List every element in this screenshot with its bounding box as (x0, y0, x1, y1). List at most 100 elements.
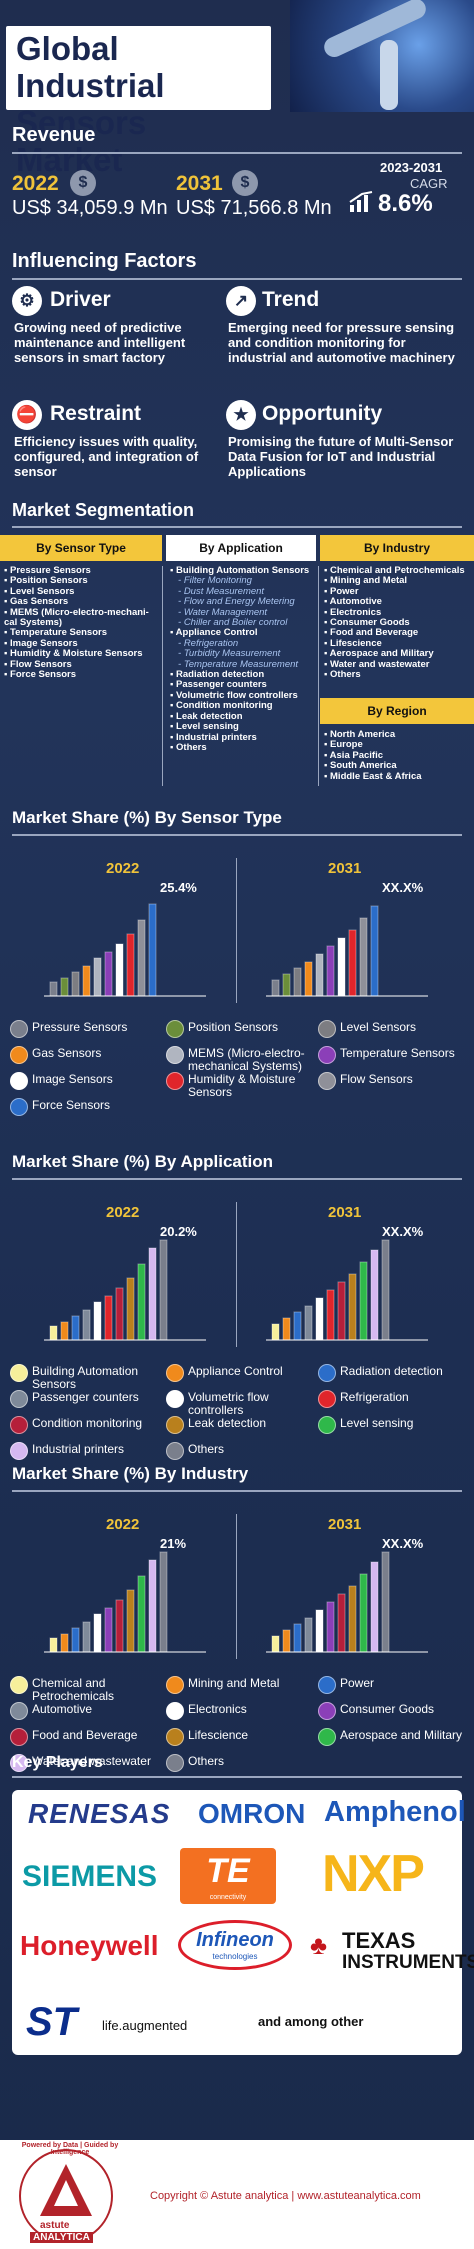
seg-head-industry: By Industry (320, 535, 474, 561)
revenue-year-2022: 2022 (12, 172, 59, 195)
legend-label: Volumetric flow controllers (188, 1390, 269, 1417)
segment-item: Turbidity Measurement (170, 648, 320, 659)
legend-swatch (318, 1390, 336, 1408)
segment-item: Filter Monitoring (170, 575, 320, 586)
chart-heading: Market Share (%) By Sensor Type (12, 808, 282, 827)
segment-item: Others (170, 742, 320, 753)
revenue-heading: Revenue (12, 124, 96, 146)
segment-item: Aerospace and Military (324, 648, 474, 659)
legend-label: Condition monitoring (32, 1416, 143, 1430)
legend-label: Flow Sensors (340, 1072, 413, 1086)
segment-item: Position Sensors (4, 575, 154, 586)
segment-item: Water Management (170, 607, 320, 618)
cagr-years: 2023-2031 (380, 160, 443, 175)
chart-bar (304, 961, 313, 997)
brand-top: astute (40, 2220, 70, 2231)
legend-swatch (10, 1442, 28, 1460)
legend-label: Level Sensors (340, 1020, 417, 1034)
legend-label: MEMS (Micro-electro-mechanical Systems) (188, 1046, 305, 1073)
bar-chart (266, 905, 428, 997)
opportunity-text: Promising the future of Multi-Sensor Dat… (228, 434, 454, 479)
legend-swatch (10, 1098, 28, 1116)
divider (236, 1202, 237, 1347)
chart-value-label: 25.4% (160, 880, 197, 895)
copyright: Copyright © Astute analytica | www.astut… (150, 2190, 421, 2202)
divider (236, 858, 237, 1003)
chart-bar (304, 1617, 313, 1653)
coin-icon: $ (232, 170, 258, 196)
bar-chart (266, 1239, 428, 1341)
nxp-logo: NXP (322, 1845, 425, 1903)
legend-label: Power (340, 1676, 375, 1690)
page-title: Global Industrial Sensors Market (16, 30, 165, 178)
legend-label: Industrial printers (32, 1442, 125, 1456)
legend-swatch (10, 1364, 28, 1382)
divider (12, 1490, 462, 1492)
legend-label: Others (188, 1442, 225, 1456)
legend-label: Consumer Goods (340, 1702, 435, 1716)
legend-swatch (318, 1072, 336, 1090)
segment-item: Pressure Sensors (4, 565, 154, 576)
legend-swatch (10, 1676, 28, 1694)
driver-text: Growing need of predictive maintenance a… (14, 320, 186, 365)
legend-label: Lifescience (188, 1728, 249, 1742)
seg-head-application: By Application (166, 535, 316, 561)
te-logo-text: TE (206, 1852, 250, 1890)
st-logo: ST (26, 2000, 78, 2044)
legend-label: Passenger counters (32, 1390, 139, 1404)
legend-swatch (318, 1728, 336, 1746)
divider (12, 834, 462, 836)
chart-bar (293, 967, 302, 997)
chart-bar (304, 1305, 313, 1341)
segment-item: Food and Beverage (324, 628, 474, 639)
ti-logo-line1: TEXAS (342, 1928, 416, 1953)
legend-label: Pressure Sensors (32, 1020, 128, 1034)
bar-chart (44, 1551, 206, 1653)
chart-bar (126, 1589, 135, 1653)
chart-bar (337, 937, 346, 997)
chart-bar (282, 1317, 291, 1341)
chart-bar (148, 1559, 157, 1653)
chart-bar (271, 979, 280, 997)
segmentation-heading: Market Segmentation (12, 500, 195, 520)
legend-swatch (10, 1754, 28, 1772)
segment-item: Mining and Metal (324, 575, 474, 586)
segment-item: Lifescience (324, 638, 474, 649)
segment-item: Building Automation Sensors (170, 565, 320, 576)
chart-bar (82, 965, 91, 997)
chart-bar (115, 943, 124, 997)
legend-label: Building Automation Sensors (32, 1364, 139, 1391)
chart-value-label: XX.X% (382, 880, 424, 895)
legend-label: Image Sensors (32, 1072, 113, 1086)
segment-item: Appliance Control (170, 628, 320, 639)
restraint-icon: ⛔ (12, 400, 42, 430)
legend-swatch (318, 1702, 336, 1720)
chart-value-label: XX.X% (382, 1224, 424, 1239)
infineon-logo: Infineon technologies (178, 1920, 292, 1970)
chart-year-2031: 2031 (328, 1516, 362, 1533)
legend-swatch (166, 1020, 184, 1038)
segment-item: Condition monitoring (170, 700, 320, 711)
legend-label: Humidity & Moisture Sensors (188, 1072, 296, 1099)
chart-heading: Market Share (%) By Application (12, 1152, 274, 1171)
segment-item: Europe (324, 739, 474, 750)
segment-item: Passenger counters (170, 680, 320, 691)
chart-bar (49, 981, 58, 997)
players-heading: Key Players (12, 1754, 103, 1771)
chart-bar (49, 1637, 58, 1653)
chart-bar (370, 1249, 379, 1341)
factors-heading: Influencing Factors (12, 250, 197, 272)
legend-label: Level sensing (340, 1416, 414, 1430)
driver-icon: ⚙ (12, 286, 42, 316)
astute-analytica-logo (19, 2149, 113, 2243)
chart-bar (104, 1607, 113, 1653)
chart-bar (315, 1609, 324, 1653)
chart-bar (282, 1629, 291, 1653)
legend-swatch (318, 1676, 336, 1694)
divider (12, 1776, 462, 1778)
chart-year-2022: 2022 (106, 1204, 140, 1221)
segment-item: Leak detection (170, 711, 320, 722)
revenue-value-2031: US$ 71,566.8 Mn (176, 197, 332, 219)
segment-item: Water and wastewater (324, 659, 474, 670)
